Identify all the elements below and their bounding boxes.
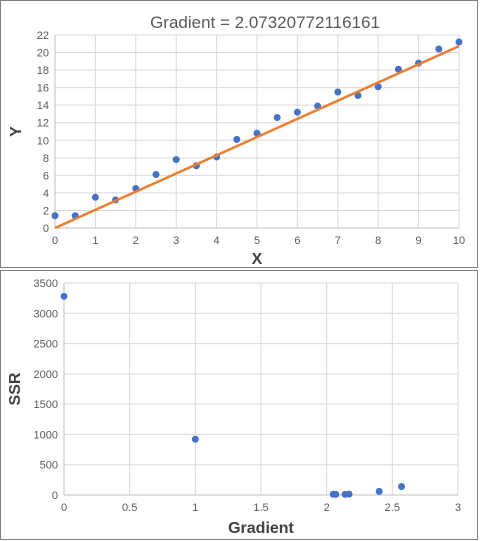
y-axis-title: Y: [8, 126, 25, 137]
x-tick-label: 2.5: [385, 502, 400, 514]
data-point: [91, 193, 99, 201]
data-point: [435, 45, 443, 53]
x-tick-label: 6: [294, 235, 300, 247]
data-point: [332, 490, 340, 498]
data-point: [172, 156, 180, 164]
x-axis-title: Gradient: [228, 520, 294, 537]
x-tick-label: 9: [416, 235, 422, 247]
y-tick-label: 2000: [34, 369, 58, 381]
data-point: [455, 38, 463, 46]
data-point: [233, 135, 241, 143]
x-tick-label: 0: [61, 502, 67, 514]
y-tick-label: 2500: [34, 339, 58, 351]
y-tick-label: 16: [37, 83, 49, 95]
y-tick-label: 1000: [34, 429, 58, 441]
y-tick-label: 20: [37, 48, 49, 60]
x-tick-label: 2: [133, 235, 139, 247]
data-point: [51, 212, 59, 220]
data-point: [374, 83, 382, 91]
y-tick-label: 10: [37, 135, 49, 147]
y-tick-label: 12: [37, 118, 49, 130]
x-tick-label: 10: [453, 235, 465, 247]
x-tick-label: 5: [254, 235, 260, 247]
y-tick-label: 2: [43, 205, 49, 217]
x-tick-label: 0.5: [122, 502, 137, 514]
y-tick-label: 0: [52, 490, 58, 502]
x-tick-label: 3: [173, 235, 179, 247]
x-tick-label: 3: [455, 502, 461, 514]
fit-line: [54, 45, 460, 230]
y-tick-label: 1500: [34, 399, 58, 411]
y-tick-label: 22: [37, 30, 49, 42]
y-tick-label: 6: [43, 170, 49, 182]
bottom-chart-panel: 0 500 1000 1500 2000 2500 3000 3500 0 0.5 1 1.5 2 2.5…: [0, 270, 478, 540]
data-point: [60, 292, 68, 300]
x-tick-label: 1: [92, 235, 98, 247]
x-tick-label: 8: [375, 235, 381, 247]
x-axis-title: X: [252, 251, 263, 268]
data-point: [394, 65, 402, 73]
data-point: [354, 92, 362, 100]
y-tick-label: 500: [40, 460, 58, 472]
data-point: [334, 88, 342, 96]
data-point: [398, 483, 406, 491]
x-tick-label: 1.5: [253, 502, 268, 514]
y-tick-label: 3000: [34, 308, 58, 320]
y-tick-label: 0: [43, 223, 49, 235]
data-point: [191, 435, 199, 443]
chart-title: Gradient = 2.07320772116161: [150, 13, 380, 32]
y-axis-title: SSR: [7, 372, 24, 405]
data-point: [273, 113, 281, 121]
x-tick-label: 2: [324, 502, 330, 514]
data-point: [345, 490, 353, 498]
y-tick-label: 18: [37, 65, 49, 77]
ssr-vs-gradient-chart: 0 500 1000 1500 2000 2500 3000 3500 0 0.5 1 1.5 2 2.5…: [7, 278, 461, 537]
x-tick-label: 0: [52, 235, 58, 247]
top-chart-panel: 0 2 4 6 8 10 12 14 16 18 20 22 0 1 2 3 4 5 6 7 8 9 10 Gradient …: [0, 0, 478, 268]
data-point: [152, 170, 160, 178]
x-tick-label: 1: [192, 502, 198, 514]
y-tick-label: 8: [43, 153, 49, 165]
x-tick-label: 7: [335, 235, 341, 247]
y-tick-label: 3500: [34, 278, 58, 290]
y-tick-label: 4: [43, 188, 49, 200]
y-tick-label: 14: [37, 100, 49, 112]
data-point: [293, 108, 301, 116]
data-point: [375, 487, 383, 495]
x-tick-label: 4: [214, 235, 220, 247]
